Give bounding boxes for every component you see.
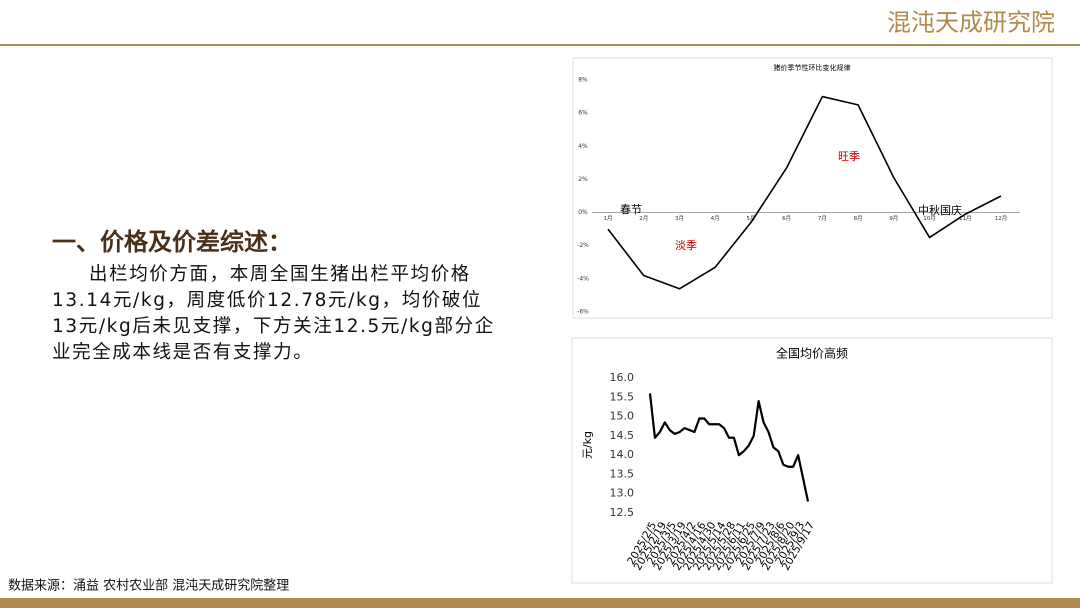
paragraph: 出栏均价方面，本周全国生猪出栏平均价格13.14元/kg，周度低价12.78元/…: [52, 264, 495, 363]
x-tick-label: 11月: [959, 215, 972, 222]
x-tick-label: 7月: [818, 215, 827, 222]
logo: 混沌天成研究院: [887, 9, 1055, 37]
source: 数据来源：涌益 农村农业部 混沌天成研究院整理: [8, 579, 289, 594]
y-tick-label: 13.5: [610, 467, 635, 480]
x-tick-label: 5月: [746, 215, 755, 222]
y-tick-label: -4%: [577, 275, 589, 282]
y-tick-label: 15.5: [610, 390, 635, 403]
x-tick-label: 10月: [923, 215, 936, 222]
x-tick-label: 2月: [639, 215, 648, 222]
y-tick-label: 8%: [578, 77, 588, 84]
y-axis-label: 元/kg: [581, 431, 594, 459]
annotation: 中秋国庆: [918, 203, 962, 217]
x-tick-label: 8月: [854, 215, 863, 222]
y-tick-label: -2%: [577, 242, 589, 249]
chart-frame: [572, 57, 1053, 319]
y-tick-label: 14.0: [610, 448, 635, 461]
y-tick-label: 2%: [578, 176, 588, 183]
y-tick-label: 15.0: [610, 410, 635, 423]
y-tick-label: 4%: [578, 143, 588, 150]
y-tick-label: 12.5: [610, 506, 635, 519]
chart-title: 猪价季节性环比变化规律: [774, 63, 851, 72]
x-tick-label: 1月: [604, 215, 613, 222]
y-tick-label: 0%: [578, 209, 588, 216]
y-tick-label: -6%: [577, 309, 589, 316]
y-tick-label: 16.0: [610, 371, 635, 384]
y-tick-label: 13.0: [610, 487, 635, 500]
bottom-bar: [0, 598, 1080, 608]
line-series: [607, 95, 1002, 290]
line-series: [648, 393, 810, 502]
x-tick-label: 3月: [675, 215, 684, 222]
annotation: 旺季: [838, 150, 860, 163]
y-tick-label: 6%: [578, 110, 588, 117]
x-tick-label: 9月: [889, 215, 898, 222]
annotation: 淡季: [675, 239, 697, 252]
x-tick-label: 4月: [711, 215, 720, 222]
heading: 一、价格及价差综述：: [52, 228, 292, 256]
chart-frame: [571, 337, 1053, 584]
chart-title: 全国均价高频: [776, 346, 848, 361]
x-tick-label: 12月: [995, 215, 1008, 222]
annotation: 春节: [620, 203, 642, 216]
x-tick-label: 6月: [782, 215, 791, 222]
y-tick-label: 14.5: [610, 429, 635, 442]
